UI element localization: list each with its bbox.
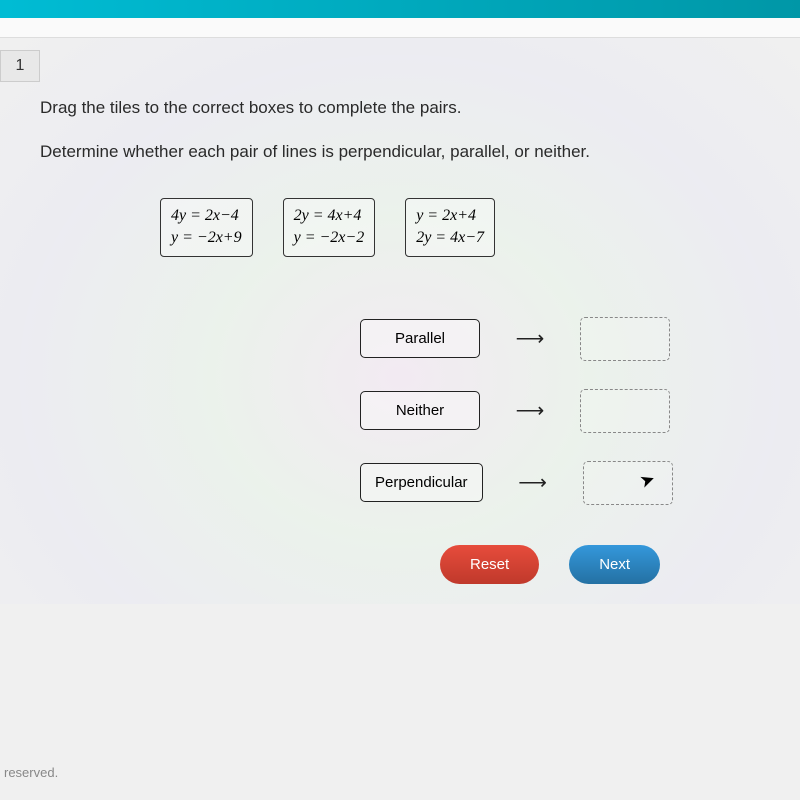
- reset-button[interactable]: Reset: [440, 545, 539, 584]
- answer-area: Parallel ⟶ Neither ⟶ Perpendicular ⟶: [360, 317, 760, 505]
- answer-row: Parallel ⟶: [360, 317, 760, 361]
- window-top-bar: [0, 0, 800, 18]
- category-label: Neither: [360, 391, 480, 430]
- arrow-icon: ⟶: [503, 470, 563, 495]
- drop-target[interactable]: [580, 317, 670, 361]
- category-label: Parallel: [360, 319, 480, 358]
- answer-row: Neither ⟶: [360, 389, 760, 433]
- page-number-badge: 1: [0, 50, 40, 82]
- tiles-row: 4y = 2x−4 y = −2x+9 2y = 4x+4 y = −2x−2 …: [160, 198, 760, 257]
- equation-tile[interactable]: 2y = 4x+4 y = −2x−2: [283, 198, 376, 257]
- equation-tile[interactable]: 4y = 2x−4 y = −2x+9: [160, 198, 253, 257]
- next-button[interactable]: Next: [569, 545, 660, 584]
- drop-target[interactable]: [583, 461, 673, 505]
- answer-row: Perpendicular ⟶: [360, 461, 760, 505]
- question-content: Drag the tiles to the correct boxes to c…: [0, 38, 800, 604]
- tile-line1: y = 2x+4: [416, 205, 484, 227]
- equation-tile[interactable]: y = 2x+4 2y = 4x−7: [405, 198, 495, 257]
- tile-line1: 2y = 4x+4: [294, 205, 365, 227]
- buttons-row: Reset Next: [440, 545, 760, 584]
- arrow-icon: ⟶: [500, 326, 560, 351]
- tab-strip: [0, 18, 800, 38]
- tile-line2: 2y = 4x−7: [416, 227, 484, 249]
- drop-target[interactable]: [580, 389, 670, 433]
- tile-line2: y = −2x−2: [294, 227, 365, 249]
- tile-line2: y = −2x+9: [171, 227, 242, 249]
- footer-text: reserved.: [0, 765, 58, 780]
- page-number-text: 1: [16, 57, 25, 75]
- arrow-icon: ⟶: [500, 398, 560, 423]
- instruction-text: Drag the tiles to the correct boxes to c…: [40, 98, 760, 118]
- sub-instruction-text: Determine whether each pair of lines is …: [40, 142, 760, 162]
- category-label: Perpendicular: [360, 463, 483, 502]
- tile-line1: 4y = 2x−4: [171, 205, 242, 227]
